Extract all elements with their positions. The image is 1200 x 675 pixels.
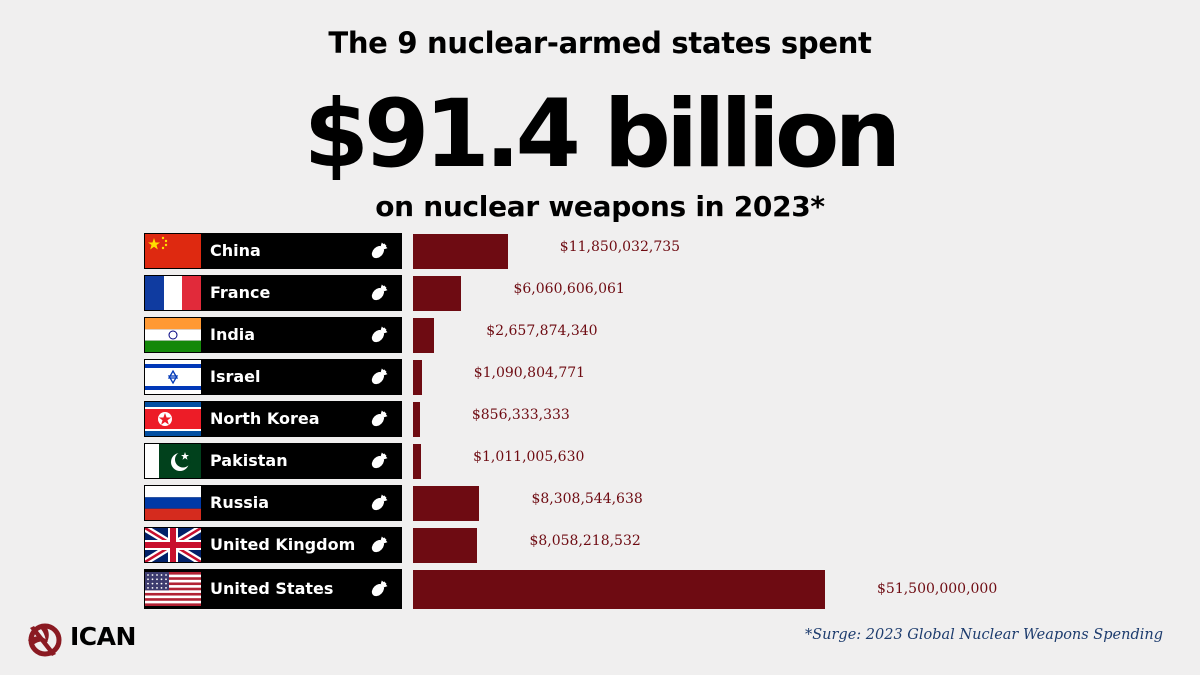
category-label: China [210, 241, 261, 260]
bomb-icon [368, 450, 390, 472]
data-label: $8,058,218,532 [529, 533, 641, 549]
headline-intro: The 9 nuclear-armed states spent [328, 26, 872, 60]
category-label: France [210, 283, 271, 302]
bar [413, 444, 422, 479]
data-label: $11,850,032,735 [559, 239, 681, 255]
headline-subtitle: on nuclear weapons in 2023* [375, 190, 825, 223]
country-label-box: North Korea [144, 401, 402, 437]
category-label: United Kingdom [210, 535, 356, 554]
country-label-box: Israel [144, 359, 402, 395]
bar [413, 276, 462, 311]
ican-logo-icon [28, 623, 62, 657]
headline-amount: $91.4 billion [303, 80, 902, 189]
bomb-icon [368, 240, 390, 262]
uk-flag-icon [145, 528, 201, 562]
bomb-icon [368, 534, 390, 556]
category-label: Pakistan [210, 451, 288, 470]
israel-flag-icon [145, 360, 201, 394]
data-label: $8,308,544,638 [531, 491, 643, 507]
data-label: $51,500,000,000 [877, 581, 998, 597]
country-label-box: United Kingdom [144, 527, 402, 563]
bomb-icon [368, 366, 390, 388]
bomb-icon [368, 408, 390, 430]
category-label: Israel [210, 367, 261, 386]
bar [413, 360, 422, 395]
bar [413, 402, 420, 437]
bar [413, 486, 480, 521]
north-korea-flag-icon [145, 402, 201, 436]
china-flag-icon [145, 234, 201, 268]
source-note: *Surge: 2023 Global Nuclear Weapons Spen… [804, 627, 1163, 643]
country-label-box: Pakistan [144, 443, 402, 479]
category-label: Russia [210, 493, 270, 512]
india-flag-icon [145, 318, 201, 352]
data-label: $856,333,333 [471, 407, 570, 423]
russia-flag-icon [145, 486, 201, 520]
bar [413, 570, 825, 609]
france-flag-icon [145, 276, 201, 310]
bar [413, 528, 478, 563]
data-label: $1,090,804,771 [473, 365, 586, 381]
bar [413, 234, 508, 269]
bomb-icon [368, 578, 390, 600]
usa-flag-icon [145, 572, 201, 606]
data-label: $1,011,005,630 [473, 449, 585, 465]
country-label-box: France [144, 275, 402, 311]
country-label-box: China [144, 233, 402, 269]
bomb-icon [368, 492, 390, 514]
bar [413, 318, 435, 353]
bomb-icon [368, 282, 390, 304]
category-label: India [210, 325, 256, 344]
country-label-box: India [144, 317, 402, 353]
category-label: North Korea [210, 409, 320, 428]
pakistan-flag-icon [145, 444, 201, 478]
data-label: $2,657,874,340 [486, 323, 598, 339]
category-label: United States [210, 579, 334, 598]
ican-logo-text: ICAN [70, 622, 136, 651]
country-label-box: United States [144, 569, 402, 609]
bomb-icon [368, 324, 390, 346]
country-label-box: Russia [144, 485, 402, 521]
data-label: $6,060,606,061 [513, 281, 625, 297]
